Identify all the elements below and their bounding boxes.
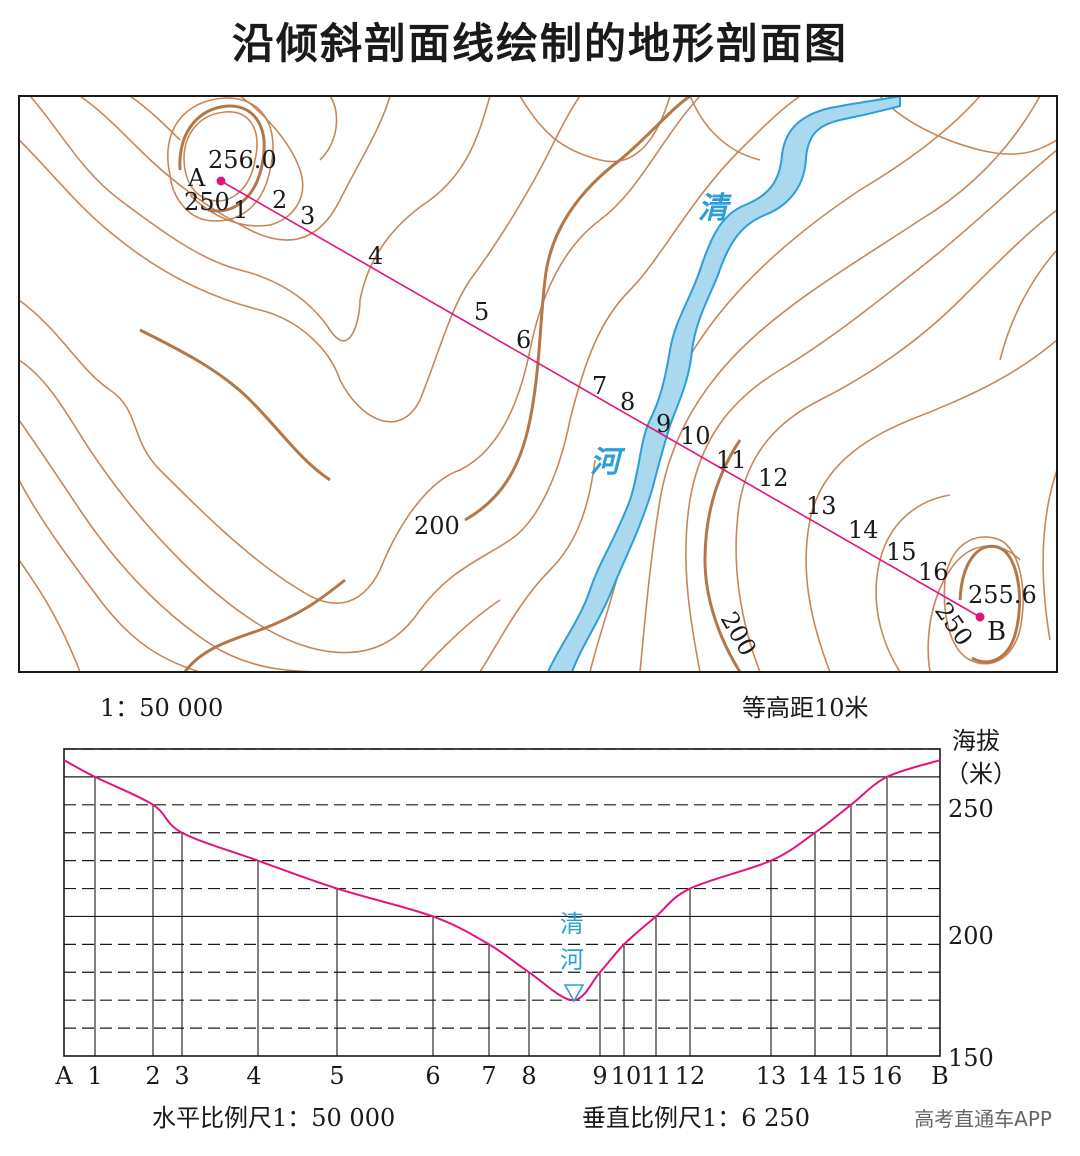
crossing-label-7: 7 xyxy=(592,372,607,400)
crossing-label-12: 12 xyxy=(758,464,789,492)
crossing-label-13: 13 xyxy=(806,492,837,520)
section-line xyxy=(220,180,981,618)
crossing-label-2: 2 xyxy=(272,186,287,214)
river-label-he: 河 xyxy=(590,445,626,480)
x-label-2: 2 xyxy=(145,1062,160,1090)
profile-x-labels: A 1 2 3 4 5 6 7 8 9 10 11 12 13 14 15 16 B xyxy=(54,1062,948,1090)
crossing-label-10: 10 xyxy=(680,422,711,450)
crossing-label-5: 5 xyxy=(474,298,489,326)
crossing-label-15: 15 xyxy=(886,538,917,566)
profile-river-label-he: 河 xyxy=(560,946,584,974)
x-label-1: 1 xyxy=(87,1062,102,1090)
crossing-label-1: 1 xyxy=(233,196,248,224)
map-frame xyxy=(18,95,1058,673)
x-label-7: 7 xyxy=(481,1062,496,1090)
x-label-5: 5 xyxy=(329,1062,344,1090)
horizontal-scale: 水平比例尺1：50 000 xyxy=(152,1104,395,1132)
x-label-4: 4 xyxy=(246,1062,261,1090)
point-a-label: A xyxy=(187,164,206,192)
crossing-label-16: 16 xyxy=(918,558,949,586)
point-a-marker xyxy=(216,176,226,186)
point-b-label: B xyxy=(987,617,1006,647)
profile-drop-lines xyxy=(63,760,941,1056)
index-contours xyxy=(139,96,1022,672)
x-label-13: 13 xyxy=(756,1062,787,1090)
river-label-qing: 清 xyxy=(698,191,732,226)
map-labels: A 256.0 255.6 B 250 200 200 250 1 2 3 4 … xyxy=(184,146,1037,661)
x-label-B: B xyxy=(931,1062,949,1090)
x-label-3: 3 xyxy=(174,1062,189,1090)
page-title: 沿倾斜剖面线绘制的地形剖面图 xyxy=(231,19,848,68)
contour-lines xyxy=(19,96,1057,672)
y-tick-200: 200 xyxy=(948,922,994,950)
profile-chart: 清 河 海拔 （米） 250 200 150 A 1 2 3 4 5 6 7 8 9 10 11 12 1… xyxy=(54,727,1017,1090)
crossing-label-14: 14 xyxy=(848,516,879,544)
x-label-A: A xyxy=(54,1062,73,1090)
x-label-16: 16 xyxy=(872,1062,903,1090)
contour-label-250-a: 250 xyxy=(184,188,230,216)
y-tick-250: 250 xyxy=(948,795,994,823)
y-tick-150: 150 xyxy=(948,1044,994,1072)
point-b-marker xyxy=(975,612,985,622)
profile-curve xyxy=(63,759,941,1002)
x-label-8: 8 xyxy=(521,1062,536,1090)
profile-grid xyxy=(64,748,940,1029)
profile-axis-title-line1: 海拔 xyxy=(952,727,1000,755)
river-triangle-icon xyxy=(563,984,585,1003)
x-label-9: 9 xyxy=(592,1062,607,1090)
crossing-label-3: 3 xyxy=(300,202,315,230)
x-label-12: 12 xyxy=(675,1062,706,1090)
contour-map: 清 河 xyxy=(19,96,1057,672)
x-label-10: 10 xyxy=(611,1062,642,1090)
crossing-label-9: 9 xyxy=(656,410,671,438)
profile-axis-title-line2: （米） xyxy=(945,760,1017,788)
profile-frame xyxy=(63,748,941,1057)
contour-label-200-left: 200 xyxy=(414,512,460,540)
profile-river-label-qing: 清 xyxy=(560,910,584,938)
x-label-11: 11 xyxy=(641,1062,672,1090)
x-label-6: 6 xyxy=(425,1062,440,1090)
x-label-14: 14 xyxy=(798,1062,829,1090)
watermark: 高考直通车APP xyxy=(914,1107,1052,1131)
x-label-15: 15 xyxy=(836,1062,867,1090)
vertical-scale: 垂直比例尺1：6 250 xyxy=(582,1104,810,1132)
profile-river-marker: 清 河 xyxy=(560,910,585,1003)
point-b-elevation: 255.6 xyxy=(968,581,1037,609)
point-a-elevation: 256.0 xyxy=(208,146,277,174)
crossing-label-6: 6 xyxy=(516,326,531,354)
crossing-label-4: 4 xyxy=(368,242,383,270)
contour-interval: 等高距10米 xyxy=(742,694,869,722)
crossing-label-8: 8 xyxy=(620,388,635,416)
map-scale: 1：50 000 xyxy=(100,694,223,722)
crossing-label-11: 11 xyxy=(716,446,747,474)
